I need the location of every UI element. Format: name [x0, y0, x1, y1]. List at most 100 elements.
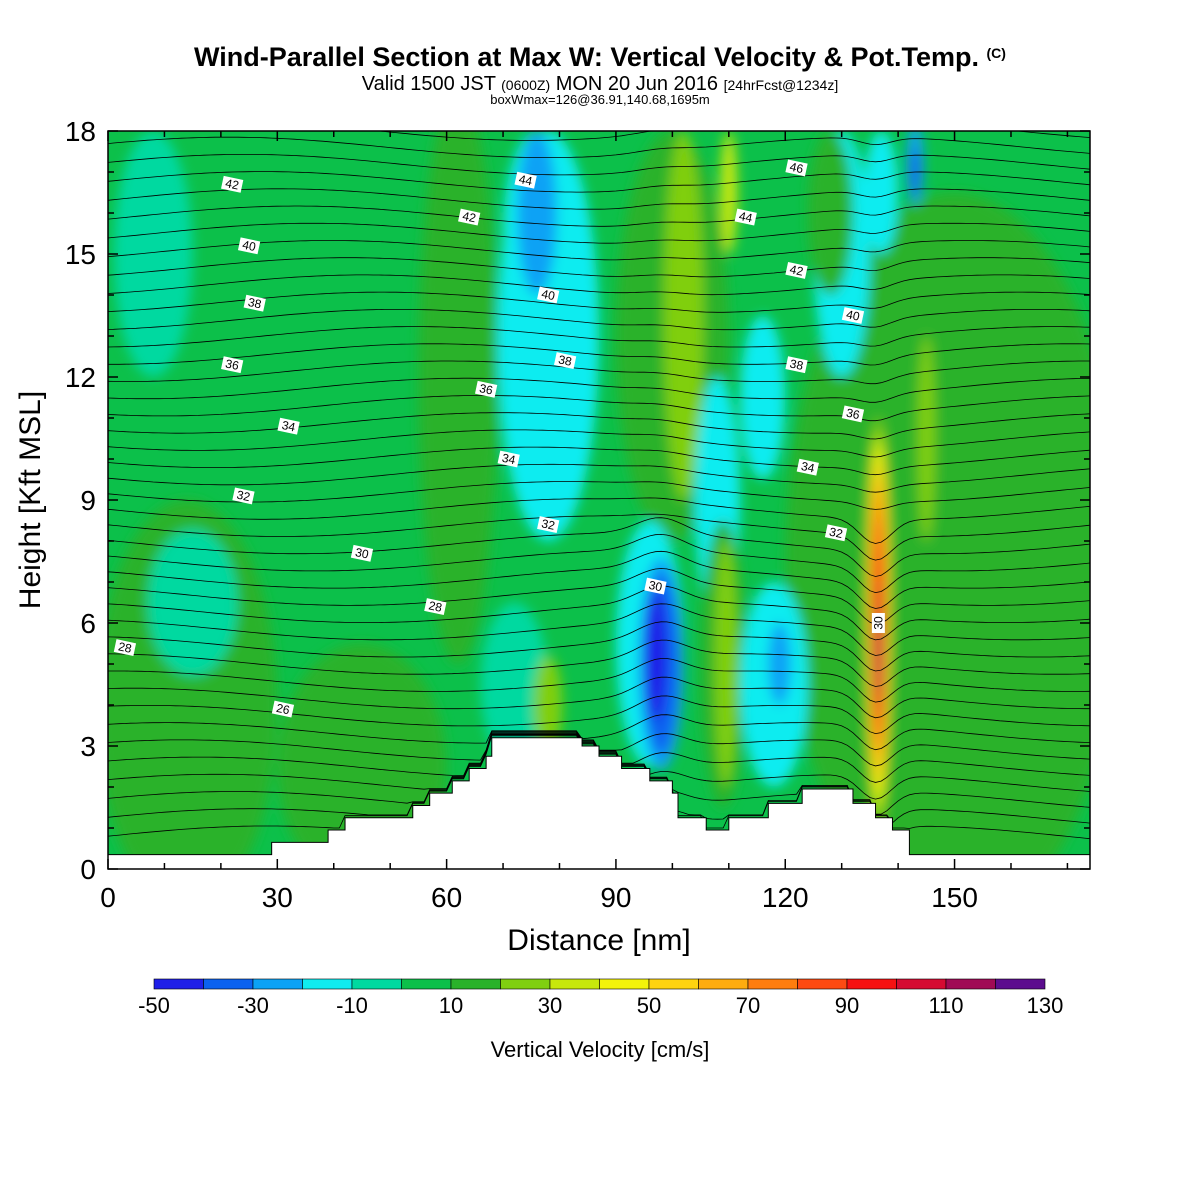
x-tick-label: 120: [762, 882, 809, 913]
contour-label: 42: [221, 175, 244, 193]
colorbar-tick-label: -50: [138, 993, 170, 1018]
colorbar-tick-label: -10: [336, 993, 368, 1018]
colorbar-tick-label: 110: [928, 993, 963, 1018]
box-info: boxWmax=126@36.91,140.68,1695m: [490, 92, 710, 107]
isentrope: [108, 188, 1090, 210]
contour-label-text: 40: [241, 238, 257, 255]
colorbar-label: Vertical Velocity [cm/s]: [491, 1037, 710, 1062]
w-cell: [113, 131, 193, 377]
copyright-mark: (C): [986, 45, 1006, 61]
isentrope: [108, 639, 1090, 687]
isentrope: [108, 463, 1090, 493]
contour-label-bg: [497, 450, 520, 468]
isentrope: [108, 153, 1090, 176]
colorbar-bin: [252, 978, 303, 990]
colorbar-bin: [549, 978, 600, 990]
isentrope: [108, 621, 1090, 672]
isentrope: [108, 205, 1090, 227]
contour-label-text: 28: [427, 598, 443, 615]
w-cell: [147, 528, 238, 677]
contour-label-text: 38: [557, 352, 573, 369]
w-cell: [720, 131, 738, 254]
contour-label-text: 44: [738, 209, 754, 226]
contour-label: 30: [644, 577, 667, 595]
contour-label: 28: [113, 639, 137, 657]
isentrope: [108, 533, 1090, 594]
contour-label-bg: [785, 159, 808, 177]
contour-label-text: 34: [501, 451, 517, 468]
x-axis-label: Distance [nm]: [507, 924, 690, 957]
isentrope: [108, 136, 1090, 159]
y-tick-label: 18: [65, 116, 96, 147]
w-cell: [277, 643, 447, 869]
isentrope: [375, 131, 1090, 141]
isentrope: [108, 326, 1090, 348]
isentrope: [108, 171, 1090, 193]
contour-label-bg: [474, 380, 498, 398]
w-cell: [917, 336, 935, 541]
contour-label-text: 38: [789, 356, 805, 373]
contour-label: 32: [537, 516, 560, 534]
colorbar-bin: [203, 978, 254, 990]
contour-label: 38: [785, 356, 808, 374]
contour-label-bg: [785, 356, 808, 374]
colorbar-bin: [846, 978, 897, 990]
colorbar-bin: [698, 978, 749, 990]
title-text: Wind-Parallel Section at Max W: Vertical…: [194, 42, 979, 72]
w-cell: [644, 590, 667, 722]
x-tick-label: 60: [431, 882, 462, 913]
contour-label: 34: [277, 417, 300, 435]
contour-label: 40: [841, 307, 865, 324]
w-cell: [714, 541, 738, 787]
contour-label-text: 42: [224, 176, 240, 193]
contour-label: 26: [271, 700, 295, 718]
colorbar-bin: [747, 978, 798, 990]
y-tick-label: 12: [65, 362, 96, 393]
contour-label: 32: [232, 487, 255, 505]
isentrope: [108, 412, 1090, 440]
contour-label-bg: [554, 352, 577, 370]
contour-label: 36: [841, 405, 865, 423]
plot-area: 42 40 38 36 34 32 30 28 28 26 44 42 40 38 36 34 32 30 46 44…: [108, 86, 1090, 869]
contour-label-text: 26: [275, 701, 291, 718]
contour-label-bg: [537, 516, 560, 534]
w-cell: [534, 655, 563, 755]
contour-label-bg: [785, 261, 808, 279]
w-cell: [663, 131, 704, 500]
isentrope: [108, 222, 1090, 244]
contour-label-text: 30: [647, 578, 663, 595]
contour-label-bg: [734, 208, 757, 226]
x-axis: 0 30 60 90 120 150: [100, 131, 1069, 913]
colorbar-tick-label: 70: [736, 993, 760, 1018]
contour-label-text: 36: [478, 381, 494, 398]
x-tick-label: 0: [100, 882, 116, 913]
y-tick-label: 9: [80, 485, 96, 516]
colorbar-bin: [153, 978, 204, 990]
contour-label-bg: [232, 487, 255, 505]
contour-label-text: 28: [117, 639, 133, 656]
contour-label-text: 42: [789, 262, 805, 279]
contour-label: 42: [458, 208, 481, 226]
colorbar-tick-label: 90: [835, 993, 859, 1018]
isentrope: [108, 603, 1090, 656]
contour-label-bg: [841, 405, 865, 423]
forecast-info: [24hrFcst@1234z]: [723, 77, 839, 93]
contour-label-bg: [458, 208, 481, 226]
colorbar-tick-label: 50: [637, 993, 661, 1018]
contour-label-text: 32: [540, 516, 556, 533]
isentrope: [108, 360, 1090, 385]
contour-label-text: 36: [845, 406, 861, 423]
contour-label: 38: [243, 294, 266, 312]
chart-title: Wind-Parallel Section at Max W: Vertical…: [0, 42, 1200, 73]
contour-label-text: 40: [845, 307, 861, 324]
isentrope: [108, 308, 1090, 331]
colorbar-bin: [351, 978, 402, 990]
contour-label: 30: [871, 613, 885, 633]
contour-label: 44: [514, 171, 537, 189]
isentrope: [108, 377, 1090, 403]
colorbar-tick-label: 10: [439, 993, 463, 1018]
isentrope: [108, 86, 1090, 107]
contour-label-text: 30: [354, 545, 370, 562]
